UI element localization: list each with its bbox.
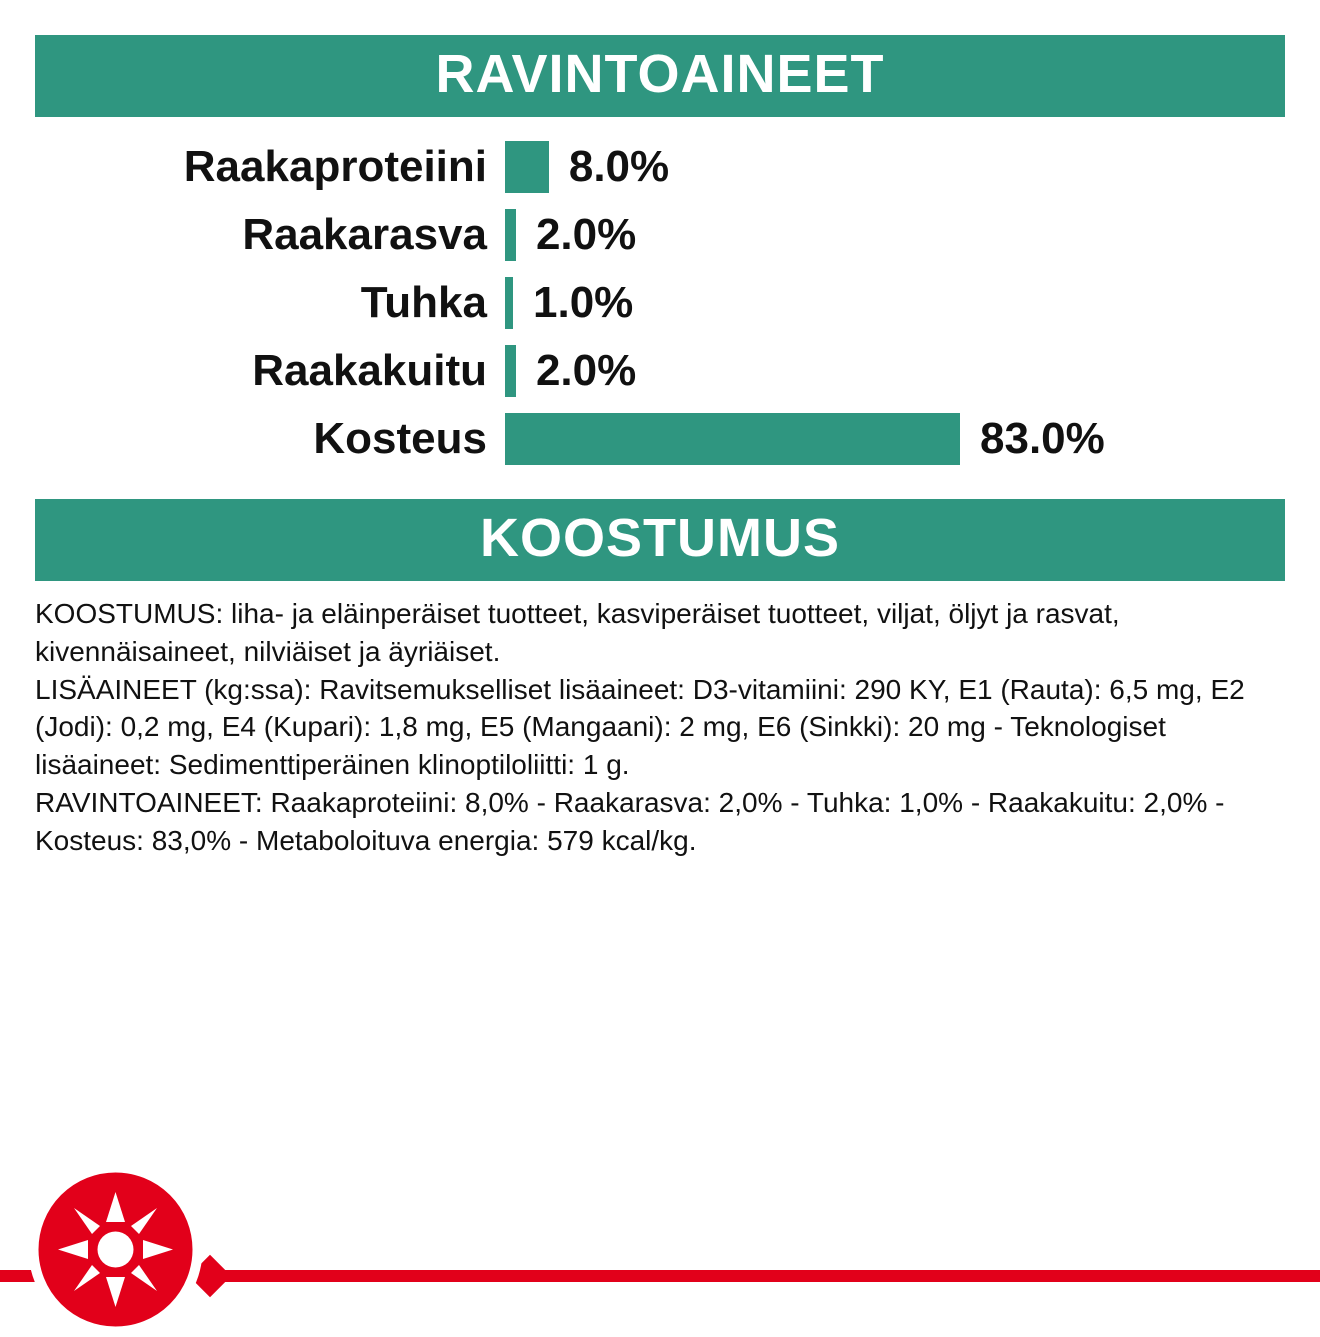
nutrient-row: Raakakuitu2.0% bbox=[35, 341, 1285, 401]
crown-logo-icon bbox=[28, 1162, 203, 1337]
nutrient-row: Kosteus 83.0% bbox=[35, 409, 1285, 469]
nutrient-row: Raakaproteiini 8.0% bbox=[35, 137, 1285, 197]
nutrient-label: Tuhka bbox=[35, 278, 505, 328]
nutrient-label: Raakakuitu bbox=[35, 346, 505, 396]
nutrient-value: 2.0% bbox=[516, 346, 636, 396]
nutrient-label: Kosteus bbox=[35, 414, 505, 464]
nutrient-value: 2.0% bbox=[516, 210, 636, 260]
nutrient-value: 83.0% bbox=[960, 414, 1105, 464]
nutrients-chart: Raakaproteiini8.0%Raakarasva2.0%Tuhka1.0… bbox=[35, 137, 1285, 469]
composition-paragraph: LISÄAINEET (kg:ssa): Ravitsemukselliset … bbox=[35, 671, 1285, 784]
nutrient-value: 8.0% bbox=[549, 142, 669, 192]
nutrient-bar bbox=[505, 209, 516, 261]
nutrient-bar bbox=[505, 345, 516, 397]
nutrient-label: Raakarasva bbox=[35, 210, 505, 260]
nutrient-row: Raakarasva2.0% bbox=[35, 205, 1285, 265]
nutrient-bar bbox=[505, 141, 549, 193]
nutrient-value: 1.0% bbox=[513, 278, 633, 328]
nutrient-label: Raakaproteiini bbox=[35, 142, 505, 192]
nutrients-header: RAVINTOAINEET bbox=[35, 35, 1285, 117]
nutrient-bar bbox=[505, 413, 960, 465]
composition-header: KOOSTUMUS bbox=[35, 499, 1285, 581]
composition-paragraph: KOOSTUMUS: liha- ja eläinperäiset tuotte… bbox=[35, 595, 1285, 671]
composition-paragraph: RAVINTOAINEET: Raakaproteiini: 8,0% - Ra… bbox=[35, 784, 1285, 860]
composition-body: KOOSTUMUS: liha- ja eläinperäiset tuotte… bbox=[35, 595, 1285, 860]
nutrient-bar bbox=[505, 277, 513, 329]
brand-footer bbox=[0, 1220, 1320, 1320]
nutrient-row: Tuhka1.0% bbox=[35, 273, 1285, 333]
